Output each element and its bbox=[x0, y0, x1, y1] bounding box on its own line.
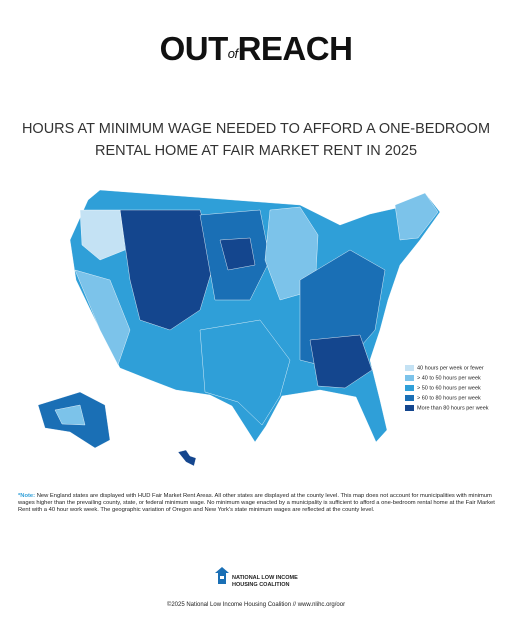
footer: ©2025 National Low Income Housing Coalit… bbox=[166, 602, 346, 608]
note-label: *Note: bbox=[18, 493, 36, 499]
region bbox=[199, 319, 291, 426]
org-name: HOUSING COALITION bbox=[232, 582, 290, 588]
region bbox=[219, 237, 256, 271]
logo: OUTofREACH bbox=[0, 30, 512, 68]
legend-label: More than 80 hours per week bbox=[417, 405, 489, 411]
legend-swatch bbox=[405, 405, 414, 411]
region bbox=[394, 192, 439, 241]
org-name: NATIONAL LOW INCOME bbox=[232, 575, 298, 581]
logo-reach: REACH bbox=[237, 30, 353, 67]
map: 40 hours per week or fewer > 40 to 50 hou… bbox=[37, 189, 489, 467]
note-text: New England states are displayed with HU… bbox=[18, 493, 495, 514]
legend-swatch bbox=[405, 385, 414, 391]
legend-swatch bbox=[405, 375, 414, 381]
title-line: RENTAL HOME AT FAIR MARKET RENT IN 2025 bbox=[94, 143, 418, 159]
org-icon bbox=[215, 567, 229, 584]
logo-out: OUT bbox=[159, 30, 229, 67]
legend-swatch bbox=[405, 395, 414, 401]
region bbox=[309, 334, 373, 389]
legend: 40 hours per week or fewer > 40 to 50 hou… bbox=[405, 365, 489, 411]
legend-label: 40 hours per week or fewer bbox=[417, 365, 484, 371]
note: *Note: New England states are displayed … bbox=[18, 493, 496, 515]
region bbox=[177, 449, 197, 467]
legend-swatch bbox=[405, 365, 414, 371]
legend-label: > 50 to 60 hours per week bbox=[417, 385, 481, 391]
title-line: HOURS AT MINIMUM WAGE NEEDED TO AFFORD A… bbox=[21, 121, 491, 137]
legend-label: > 40 to 50 hours per week bbox=[417, 375, 481, 381]
region bbox=[79, 209, 126, 261]
region bbox=[54, 404, 86, 426]
region bbox=[74, 269, 131, 366]
logo-of: of bbox=[227, 46, 238, 61]
legend-label: > 60 to 80 hours per week bbox=[417, 395, 481, 401]
